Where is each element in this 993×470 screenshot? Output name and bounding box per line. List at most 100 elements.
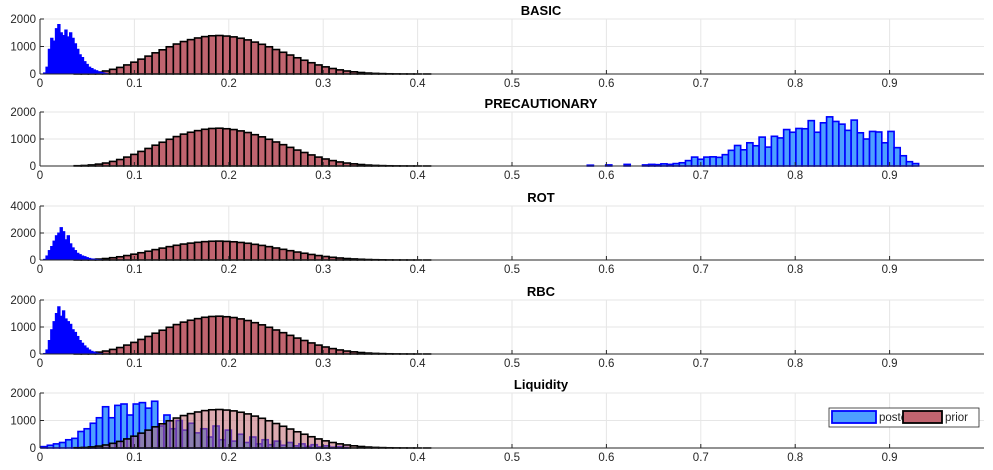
x-tick-label: 0.7 (693, 452, 709, 464)
histogram-bar (158, 422, 168, 449)
histogram-bar (250, 133, 260, 167)
histogram-bar (165, 138, 175, 167)
x-tick-label: 0.6 (598, 264, 614, 276)
y-tick-label: 2000 (10, 228, 36, 240)
x-tick-label: 0.9 (882, 264, 898, 276)
histogram-bar (64, 438, 73, 449)
x-tick-label: 0.8 (787, 78, 803, 90)
y-tick-label: 0 (30, 349, 36, 361)
histogram-bar (207, 34, 217, 75)
x-tick-label: 0.8 (787, 452, 803, 464)
y-tick-label: 0 (30, 69, 36, 81)
histogram-bar (122, 64, 132, 75)
histogram-bar (264, 138, 274, 167)
y-tick-label: 2000 (10, 388, 36, 400)
histogram-bar (856, 131, 865, 167)
histogram-bar (144, 429, 153, 449)
histogram-bar (108, 442, 118, 449)
histogram-bar (229, 240, 238, 261)
histogram-bar (122, 438, 132, 449)
x-tick-label: 0.6 (598, 170, 614, 182)
histogram-bar (905, 160, 914, 167)
series-posterior (43, 306, 104, 355)
x-tick-label: 0.5 (504, 452, 520, 464)
x-tick-label: 0 (37, 452, 43, 464)
histogram-bar (122, 156, 132, 167)
histogram-bar (101, 405, 110, 449)
histogram-bar (236, 37, 245, 75)
histogram-bar (292, 430, 302, 449)
histogram-bar (250, 41, 260, 75)
histogram-bar (257, 324, 267, 355)
histogram-bar (795, 127, 803, 167)
y-tick-label: 0 (30, 255, 36, 267)
histogram-bar (186, 319, 196, 355)
histogram-bar (122, 254, 132, 261)
histogram-bar (179, 133, 189, 167)
histogram-bar (186, 131, 196, 167)
x-tick-label: 0.6 (598, 452, 614, 464)
histogram-bar (335, 69, 345, 75)
x-tick-label: 0.3 (315, 264, 331, 276)
histogram-bar (264, 45, 274, 75)
histogram-bar (165, 326, 175, 355)
histogram-bar (285, 428, 295, 449)
histogram-bar (271, 48, 281, 75)
histogram-bar (144, 55, 153, 75)
histogram-bar (299, 339, 309, 355)
histogram-bar (144, 147, 153, 167)
series-prior (73, 408, 432, 449)
histogram-bar (151, 332, 160, 355)
x-tick-label: 0.6 (598, 358, 614, 370)
histogram-bar (690, 156, 699, 167)
histogram-bar (179, 40, 189, 75)
histogram-bar (328, 159, 337, 167)
histogram-bar (215, 408, 224, 449)
x-tick-label: 0.2 (221, 452, 237, 464)
histogram-bar (250, 321, 260, 355)
histogram-bar (770, 135, 779, 167)
histogram-bar (831, 120, 840, 167)
histogram-bar (285, 334, 295, 355)
subplot-precautionary: 0 0.1 0.2 0.3 0.4 0.5 0.6 0.7 0.8 0.9 0 1000 2000 PRE… (10, 96, 984, 182)
histogram-bar (222, 315, 231, 355)
histogram-bar (222, 127, 231, 167)
histogram-bar (158, 329, 168, 355)
y-tick-label: 0 (30, 161, 36, 173)
histogram-bar (200, 409, 210, 449)
histogram-bar (172, 323, 182, 355)
histogram-bar (838, 123, 846, 167)
x-tick-label: 0.1 (126, 170, 142, 182)
x-tick-label: 0.4 (410, 358, 427, 370)
legend-swatch-posterior (831, 410, 877, 424)
histogram-bar (215, 315, 224, 355)
histogram-bar (172, 135, 182, 167)
histogram-bar (250, 243, 260, 261)
histogram-bar (229, 316, 238, 355)
histogram-bar (200, 316, 210, 355)
histogram-bar (137, 432, 146, 449)
histogram-bar (89, 422, 98, 449)
histogram-bar (782, 128, 791, 167)
histogram-bar (776, 137, 785, 167)
histogram-bar (844, 129, 852, 167)
histogram-bar (709, 156, 717, 167)
histogram-bar (819, 122, 828, 167)
histogram-bar (752, 144, 760, 167)
histogram-bar (151, 52, 160, 75)
y-tick-label: 4000 (10, 201, 36, 213)
histogram-bar (813, 131, 822, 167)
x-tick-label: 0.8 (787, 170, 803, 182)
histogram-bar (165, 45, 175, 75)
histogram-bar (807, 119, 816, 167)
histogram-bar (285, 249, 295, 261)
x-tick-label: 0.1 (126, 78, 142, 90)
histogram-bar (243, 242, 253, 261)
x-tick-label: 0.9 (882, 170, 898, 182)
y-tick-label: 2000 (10, 107, 36, 119)
histogram-bar (179, 243, 189, 261)
histogram-bar (271, 422, 281, 449)
histogram-bar (193, 129, 203, 167)
x-tick-label: 0.2 (221, 358, 237, 370)
